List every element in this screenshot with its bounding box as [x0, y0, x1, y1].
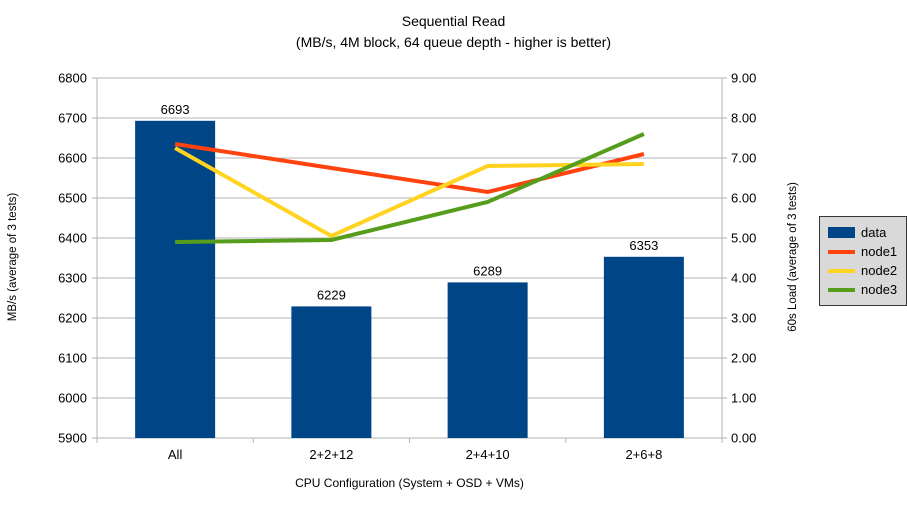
category-label: 2+4+10 — [466, 447, 510, 462]
left-tick-label: 6100 — [58, 351, 87, 366]
left-tick-label: 6300 — [58, 271, 87, 286]
bar-value-label: 6353 — [629, 238, 658, 253]
bar-data — [135, 120, 216, 439]
legend-swatch-node2 — [828, 268, 855, 273]
legend-label: data — [861, 225, 887, 240]
left-tick-label: 6700 — [58, 111, 87, 126]
right-tick-label: 1.00 — [731, 391, 756, 406]
legend-label: node3 — [861, 282, 898, 297]
left-tick-label: 5900 — [58, 431, 87, 446]
legend-swatch-node3 — [828, 287, 855, 292]
right-tick-label: 5.00 — [731, 231, 756, 246]
right-tick-label: 9.00 — [731, 71, 756, 86]
category-label: 2+2+12 — [309, 447, 353, 462]
bar-data — [603, 256, 684, 438]
right-tick-label: 0.00 — [731, 431, 756, 446]
legend-swatch-node1 — [828, 249, 855, 254]
line-node3 — [175, 132, 645, 244]
legend-entry-node2: node2 — [828, 263, 897, 278]
x-axis-title: CPU Configuration (System + OSD + VMs) — [295, 476, 524, 490]
left-tick-label: 6400 — [58, 231, 87, 246]
left-tick-label: 6500 — [58, 191, 87, 206]
right-tick-label: 8.00 — [731, 111, 756, 126]
legend-swatch-data — [828, 227, 855, 238]
left-tick-label: 6000 — [58, 391, 87, 406]
bar-value-label: 6229 — [317, 287, 346, 302]
right-tick-label: 2.00 — [731, 351, 756, 366]
line-node2 — [174, 146, 644, 239]
left-tick-label: 6800 — [58, 71, 87, 86]
bar-data — [291, 306, 372, 438]
legend-entry-data: data — [828, 225, 897, 240]
bar-data — [447, 282, 528, 438]
left-tick-label: 6200 — [58, 311, 87, 326]
legend: data node1 node2 node3 — [819, 216, 907, 306]
right-tick-label: 6.00 — [731, 191, 756, 206]
category-label: All — [168, 447, 183, 462]
right-tick-label: 7.00 — [731, 151, 756, 166]
legend-entry-node3: node3 — [828, 282, 897, 297]
chart-subtitle: (MB/s, 4M block, 64 queue depth - higher… — [295, 34, 612, 50]
category-label: 2+6+8 — [625, 447, 662, 462]
legend-label: node2 — [861, 263, 898, 278]
bar-value-label: 6693 — [161, 102, 190, 117]
line-node1 — [174, 142, 645, 195]
left-tick-label: 6600 — [58, 151, 87, 166]
right-tick-label: 3.00 — [731, 311, 756, 326]
legend-label: node1 — [861, 244, 898, 259]
bar-value-label: 6289 — [473, 263, 502, 278]
right-tick-label: 4.00 — [731, 271, 756, 286]
legend-entry-node1: node1 — [828, 244, 897, 259]
chart-title: Sequential Read — [401, 13, 506, 29]
